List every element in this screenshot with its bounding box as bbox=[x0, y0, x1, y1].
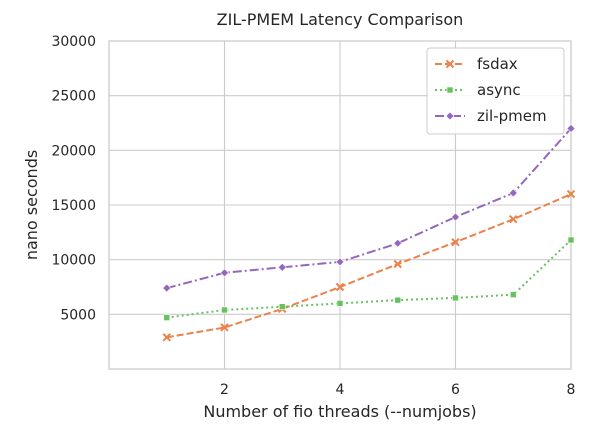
legend-label: zil-pmem bbox=[477, 107, 547, 125]
x-tick-label: 4 bbox=[336, 382, 345, 398]
legend-label: fsdax bbox=[477, 55, 518, 73]
data-point-zil-pmem bbox=[162, 283, 172, 293]
x-tick-label: 8 bbox=[567, 382, 576, 398]
x-tick-label: 2 bbox=[220, 382, 229, 398]
data-point-async bbox=[221, 306, 228, 314]
y-tick-label: 5000 bbox=[60, 307, 96, 323]
data-point-async bbox=[452, 294, 459, 302]
series bbox=[162, 124, 576, 342]
data-point-async bbox=[394, 296, 402, 304]
legend-marker bbox=[445, 59, 455, 69]
y-tick-label: 25000 bbox=[51, 89, 96, 105]
y-tick-label: 10000 bbox=[51, 253, 96, 269]
legend: fsdax async zil-pmem bbox=[426, 47, 565, 135]
data-point-zil-pmem bbox=[451, 212, 460, 222]
data-point-fsdax bbox=[335, 282, 345, 292]
legend-marker bbox=[445, 111, 455, 121]
legend-box bbox=[426, 47, 565, 135]
x-axis-ticks: 2 4 6 8 bbox=[220, 382, 575, 398]
legend-item-fsdax: fsdax bbox=[435, 55, 518, 73]
data-point-zil-pmem bbox=[335, 257, 345, 267]
data-point-fsdax bbox=[566, 189, 576, 199]
x-axis-label: Number of fio threads (--numjobs) bbox=[203, 402, 476, 421]
legend-marker bbox=[446, 86, 454, 94]
data-point-zil-pmem bbox=[508, 188, 518, 198]
data-point-fsdax bbox=[509, 215, 518, 224]
data-point-async bbox=[278, 303, 286, 310]
series-async bbox=[163, 236, 575, 321]
data-point-async bbox=[567, 236, 575, 244]
y-axis-ticks: 5000 10000 15000 20000 25000 30000 bbox=[51, 34, 96, 323]
data-point-zil-pmem bbox=[277, 262, 287, 272]
series-line-fsdax bbox=[166, 193, 572, 339]
series-zil-pmem bbox=[162, 124, 576, 293]
data-point-fsdax bbox=[220, 323, 229, 332]
data-point-fsdax bbox=[162, 333, 171, 342]
chart-title: ZIL-PMEM Latency Comparison bbox=[217, 10, 464, 29]
series-line-zil-pmem bbox=[166, 127, 572, 290]
data-point-async bbox=[163, 314, 171, 321]
y-tick-label: 20000 bbox=[51, 143, 96, 159]
data-point-async bbox=[509, 291, 517, 298]
data-point-zil-pmem bbox=[220, 268, 229, 278]
data-point-zil-pmem bbox=[393, 238, 403, 248]
data-point-async bbox=[336, 300, 344, 307]
data-point-fsdax bbox=[393, 259, 402, 269]
legend-item-zil-pmem: zil-pmem bbox=[435, 107, 547, 125]
y-tick-label: 30000 bbox=[51, 34, 96, 50]
data-point-fsdax bbox=[451, 237, 460, 247]
y-axis-label: nano seconds bbox=[22, 150, 41, 260]
data-point-zil-pmem bbox=[566, 124, 576, 133]
plot-frame bbox=[108, 40, 572, 370]
x-tick-label: 6 bbox=[451, 382, 460, 398]
y-tick-label: 15000 bbox=[51, 198, 96, 214]
legend-label: async bbox=[477, 81, 521, 99]
legend-item-async: async bbox=[435, 81, 521, 99]
